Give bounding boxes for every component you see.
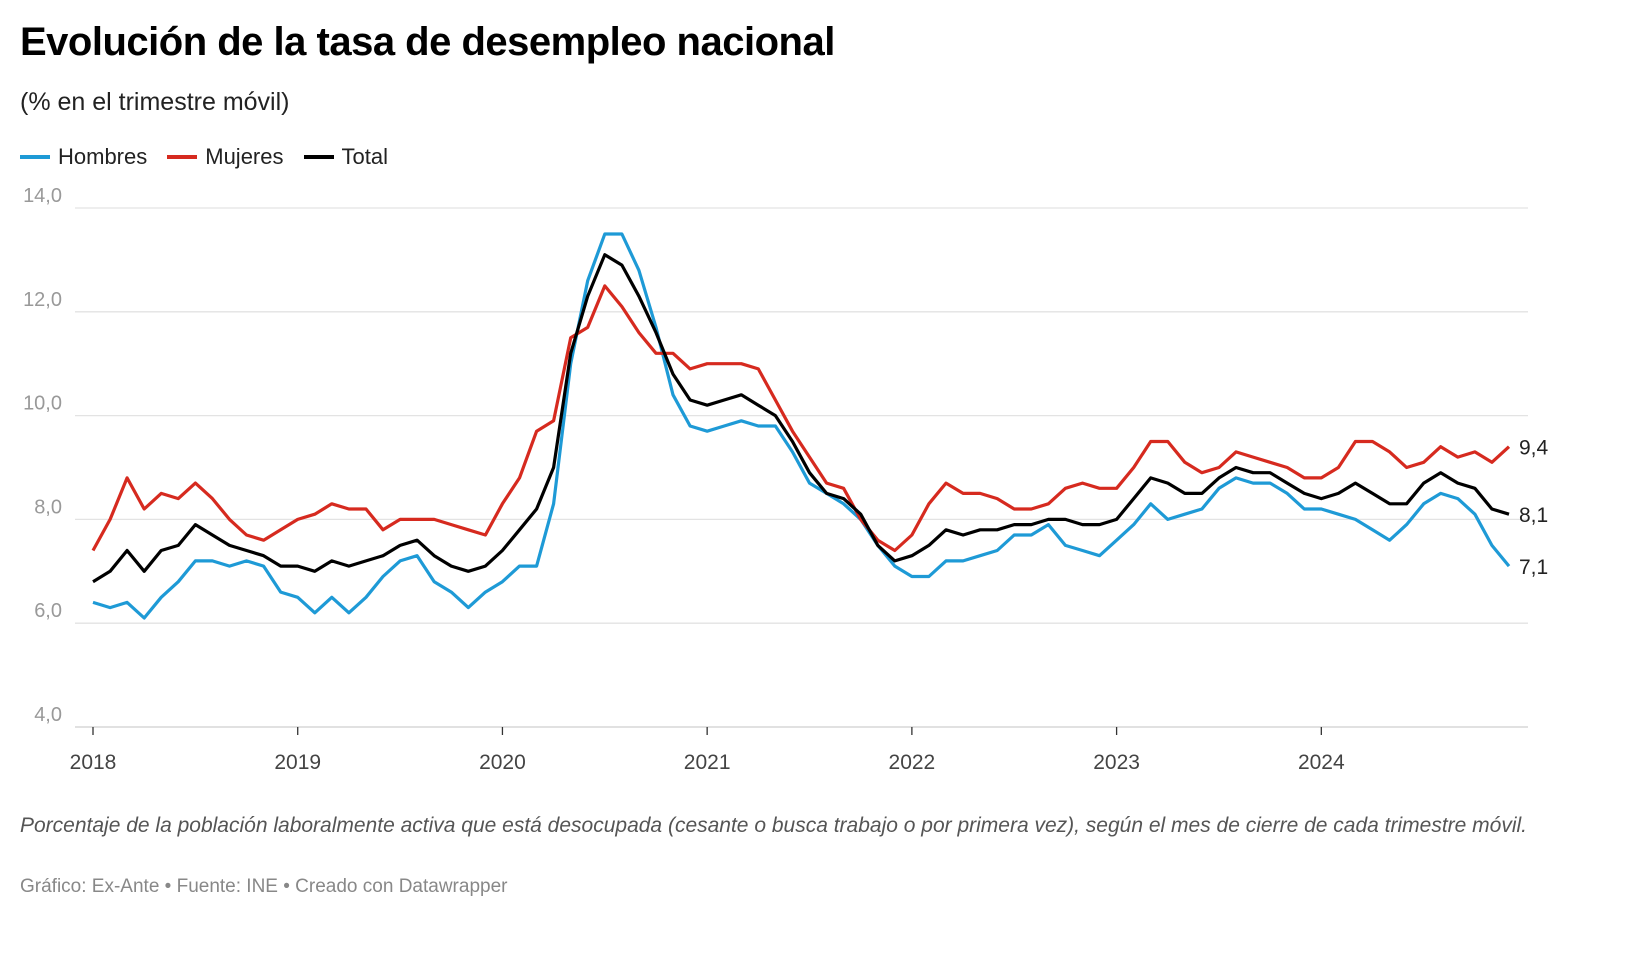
- y-tick-label: 6,0: [34, 600, 62, 622]
- x-tick-label: 2024: [1298, 751, 1345, 774]
- series-line-total: [92, 253, 1510, 584]
- legend-label-hombres: Hombres: [58, 144, 148, 169]
- legend-item-total: Total: [303, 144, 388, 170]
- legend-item-mujeres: Mujeres: [167, 144, 284, 170]
- y-tick-label: 12,0: [23, 289, 62, 311]
- legend-swatch-hombres: [20, 155, 50, 159]
- x-tick-label: 2020: [479, 751, 526, 774]
- x-tick-label: 2023: [1093, 751, 1140, 774]
- end-label-mujeres: 9,4: [1519, 437, 1549, 460]
- end-label-total: 8,1: [1519, 504, 1548, 527]
- x-tick-label: 2021: [684, 751, 731, 774]
- legend-label-total: Total: [341, 144, 388, 169]
- legend-label-mujeres: Mujeres: [205, 144, 284, 169]
- x-tick-label: 2018: [70, 751, 117, 774]
- footnote: Porcentaje de la población laboralmente …: [20, 814, 1527, 837]
- x-tick-label: 2019: [274, 751, 321, 774]
- end-label-hombres: 7,1: [1519, 556, 1548, 579]
- y-tick-label: 4,0: [34, 704, 62, 726]
- chart-title: Evolución de la tasa de desempleo nacion…: [20, 20, 835, 64]
- legend: Hombres Mujeres Total: [20, 144, 388, 170]
- series-line-mujeres: [91, 284, 1511, 553]
- y-tick-label: 8,0: [34, 496, 62, 518]
- y-tick-label: 10,0: [23, 393, 62, 415]
- x-tick-label: 2022: [889, 751, 936, 774]
- y-tick-label: 14,0: [23, 185, 62, 207]
- legend-swatch-mujeres: [167, 155, 198, 159]
- credit-line: Gráfico: Ex-Ante • Fuente: INE • Creado …: [20, 876, 508, 897]
- legend-item-hombres: Hombres: [20, 144, 147, 170]
- legend-swatch-total: [303, 155, 334, 159]
- series-line-hombres: [92, 232, 1511, 620]
- chart-subtitle: (% en el trimestre móvil): [20, 88, 290, 116]
